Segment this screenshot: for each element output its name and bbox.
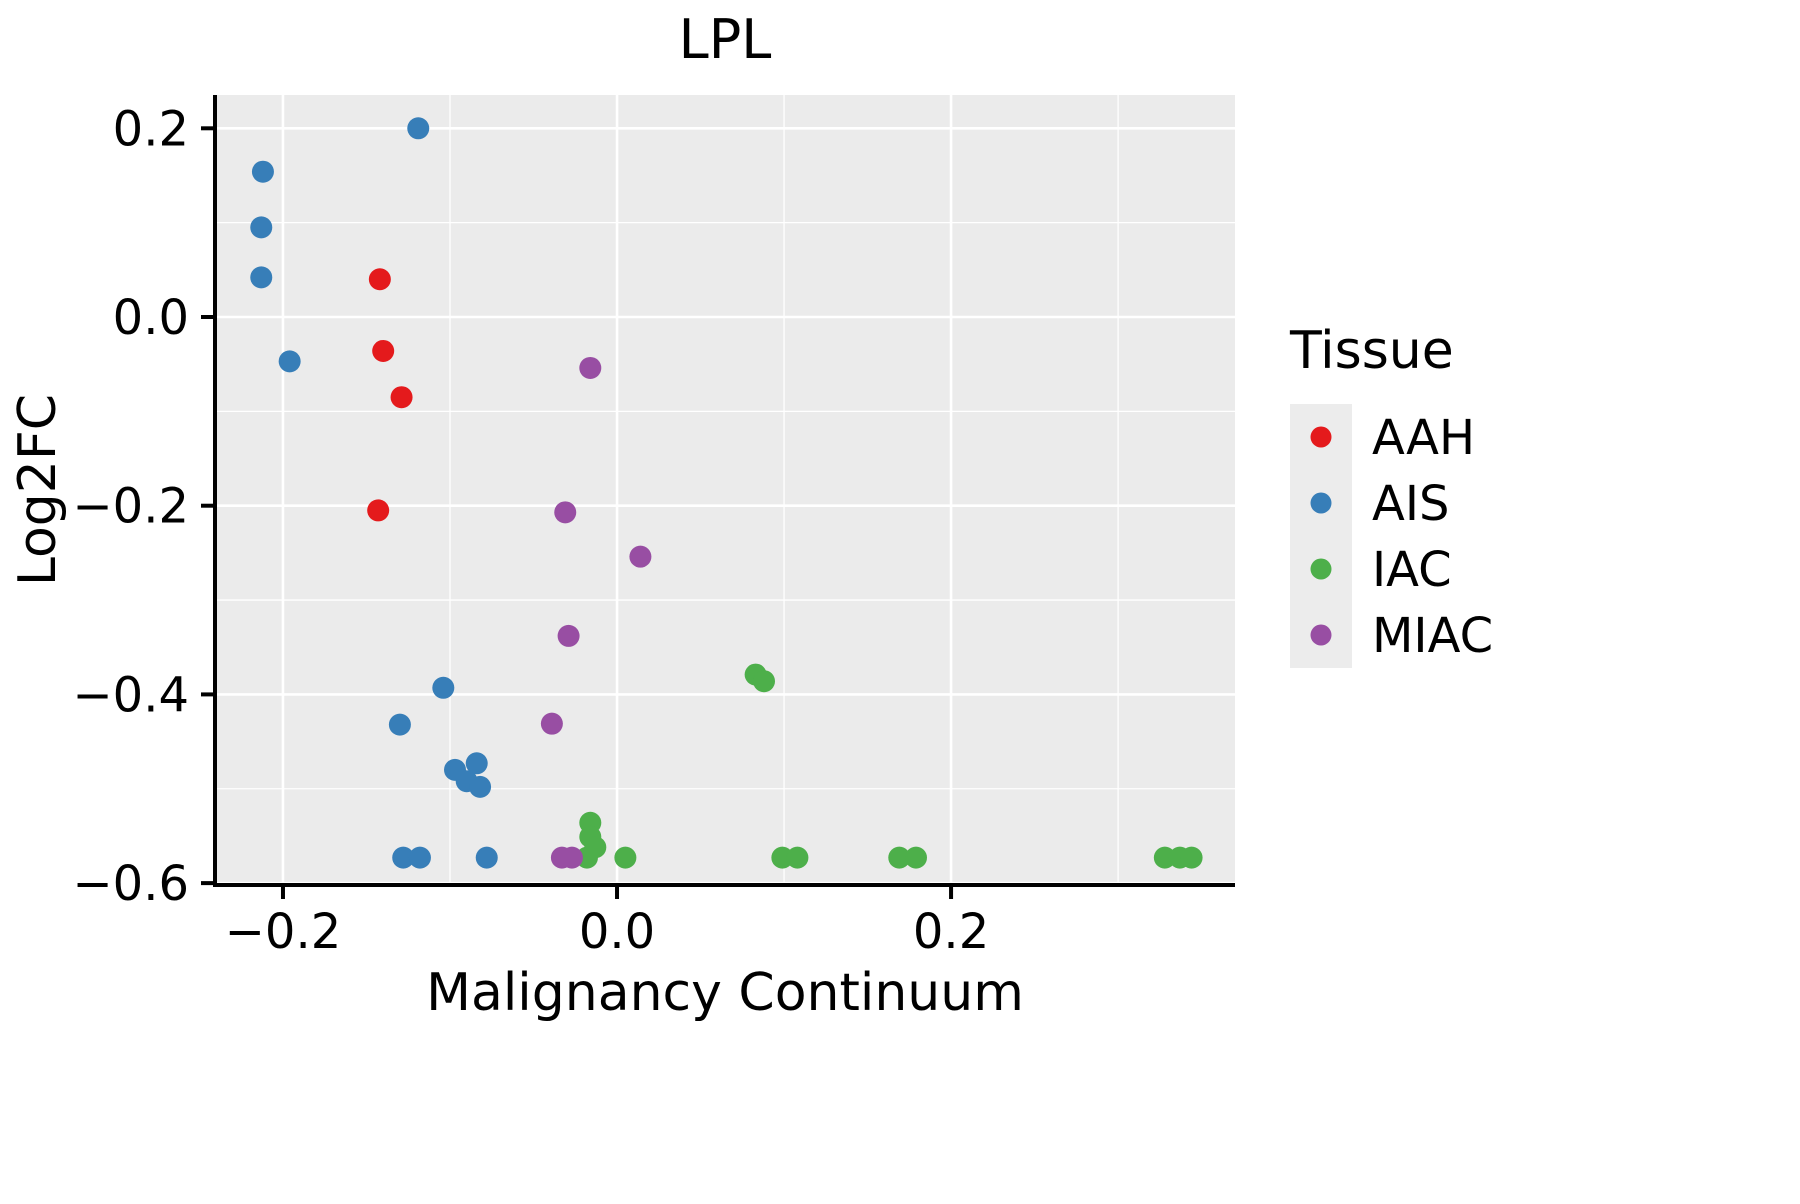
- y-tick-label: −0.4: [72, 667, 189, 723]
- y-axis-label: Log2FC: [8, 394, 68, 586]
- y-tick-label: −0.2: [72, 479, 189, 535]
- y-tick-label: 0.2: [113, 101, 189, 157]
- data-points: [250, 117, 1203, 869]
- data-point-iac: [786, 846, 809, 869]
- data-point-miac: [560, 846, 583, 869]
- x-tick-label: 0.0: [579, 904, 655, 960]
- data-point-aah: [368, 268, 391, 291]
- data-point-iac: [575, 846, 598, 869]
- data-point-ais: [250, 266, 273, 289]
- data-point-ais: [432, 676, 455, 699]
- legend-items: AAH AIS IAC MIAC: [1290, 404, 1493, 668]
- data-point-aah: [367, 499, 390, 522]
- chart-title: LPL: [679, 8, 772, 71]
- x-tick-label: −0.2: [225, 904, 342, 960]
- data-point-iac: [1153, 846, 1176, 869]
- grid-minor: [215, 95, 1235, 885]
- data-point-ais: [407, 117, 430, 140]
- plot-panel: [215, 95, 1235, 885]
- data-point-miac: [540, 712, 563, 735]
- legend-key-point: [1310, 492, 1332, 514]
- data-point-ais: [465, 752, 488, 775]
- data-point-miac: [629, 545, 652, 568]
- data-point-miac: [554, 501, 577, 524]
- legend-item-miac: MIAC: [1290, 602, 1493, 668]
- data-point-iac: [1180, 846, 1203, 869]
- data-point-iac: [771, 846, 794, 869]
- legend: Tissue AAH AIS IAC MIAC: [1289, 321, 1493, 668]
- data-point-ais: [392, 846, 415, 869]
- y-tick-label: 0.0: [113, 290, 189, 346]
- series-ais: [250, 117, 498, 869]
- data-point-ais: [469, 775, 492, 798]
- legend-item-iac: IAC: [1290, 536, 1452, 602]
- data-point-aah: [390, 386, 413, 409]
- legend-title: Tissue: [1289, 321, 1454, 381]
- legend-label: AIS: [1372, 476, 1449, 532]
- x-tick-labels: −0.2 0.0 0.2: [225, 904, 990, 960]
- legend-item-ais: AIS: [1290, 470, 1449, 536]
- data-point-ais: [250, 216, 273, 239]
- y-tick-label: −0.6: [72, 856, 189, 912]
- legend-label: AAH: [1372, 410, 1475, 466]
- data-point-ais: [278, 350, 301, 373]
- data-point-aah: [372, 339, 395, 362]
- data-point-ais: [408, 846, 431, 869]
- data-point-iac: [904, 846, 927, 869]
- data-point-miac: [579, 356, 602, 379]
- legend-item-aah: AAH: [1290, 404, 1475, 470]
- series-miac: [540, 356, 652, 869]
- y-tick-labels: 0.2 0.0 −0.2 −0.4 −0.6: [72, 101, 189, 912]
- data-point-iac: [752, 670, 775, 693]
- legend-key-point: [1310, 426, 1332, 448]
- series-iac: [575, 663, 1203, 869]
- data-point-ais: [475, 846, 498, 869]
- legend-key-point: [1310, 624, 1332, 646]
- data-point-iac: [888, 846, 911, 869]
- x-tick-label: 0.2: [913, 904, 989, 960]
- data-point-ais: [251, 160, 274, 183]
- legend-key-point: [1310, 558, 1332, 580]
- tick-marks: [201, 126, 954, 899]
- data-point-miac: [557, 624, 580, 647]
- series-aah: [367, 268, 413, 522]
- x-axis-label: Malignancy Continuum: [426, 963, 1024, 1023]
- legend-label: MIAC: [1372, 608, 1493, 664]
- legend-label: IAC: [1372, 542, 1452, 598]
- data-point-iac: [614, 846, 637, 869]
- data-point-ais: [388, 713, 411, 736]
